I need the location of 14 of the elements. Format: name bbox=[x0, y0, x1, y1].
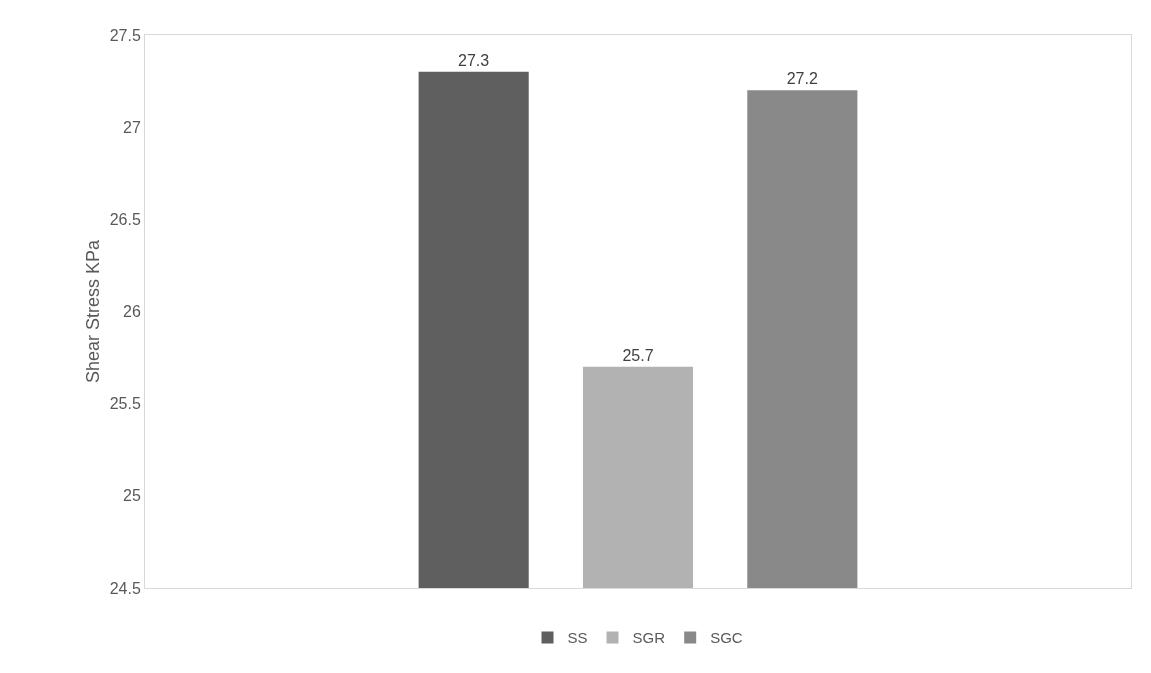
y-tick-label: 25.5 bbox=[109, 395, 141, 413]
data-label: 25.7 bbox=[622, 346, 654, 364]
y-tick-label: 26 bbox=[123, 303, 141, 321]
legend-label: SGR bbox=[632, 629, 666, 647]
y-tick-label: 27 bbox=[123, 118, 141, 136]
y-tick-label: 24.5 bbox=[109, 579, 141, 597]
y-tick-label: 26.5 bbox=[109, 210, 141, 228]
y-tick-label: 27.5 bbox=[109, 26, 141, 44]
y-axis-title: Shear Stress KPa bbox=[83, 238, 103, 384]
data-label: 27.2 bbox=[786, 70, 818, 88]
data-label: 27.3 bbox=[458, 51, 490, 69]
legend-label: SS bbox=[567, 629, 588, 647]
y-tick-label: 25 bbox=[123, 487, 141, 505]
legend-label: SGC bbox=[710, 629, 743, 647]
